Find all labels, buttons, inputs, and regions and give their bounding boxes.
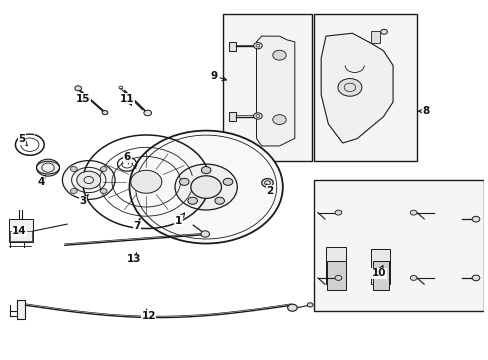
Bar — [228, 42, 235, 51]
Circle shape — [380, 29, 386, 34]
Circle shape — [62, 161, 115, 199]
Circle shape — [75, 86, 81, 91]
Text: 1: 1 — [175, 213, 184, 226]
Circle shape — [287, 304, 297, 311]
Bar — [371, 248, 389, 284]
Circle shape — [190, 176, 221, 198]
Circle shape — [253, 42, 262, 49]
Circle shape — [37, 159, 60, 176]
Text: 8: 8 — [418, 106, 429, 116]
Circle shape — [179, 178, 189, 185]
Circle shape — [471, 216, 479, 222]
Bar — [313, 180, 483, 311]
Circle shape — [201, 167, 210, 174]
Bar — [9, 219, 33, 242]
Text: 14: 14 — [12, 226, 27, 236]
Circle shape — [337, 78, 361, 96]
Polygon shape — [256, 36, 294, 146]
Circle shape — [187, 197, 197, 204]
Text: 2: 2 — [265, 184, 273, 195]
Text: 12: 12 — [141, 309, 156, 321]
Text: 3: 3 — [79, 195, 88, 206]
Bar — [372, 261, 388, 290]
Polygon shape — [321, 33, 392, 143]
Circle shape — [306, 303, 312, 307]
Circle shape — [272, 50, 285, 60]
Circle shape — [100, 189, 107, 193]
Circle shape — [471, 275, 479, 281]
Text: 5: 5 — [18, 134, 27, 146]
Circle shape — [77, 171, 101, 189]
Bar — [370, 31, 380, 44]
Circle shape — [409, 275, 416, 280]
Bar — [327, 261, 345, 290]
Bar — [325, 247, 346, 284]
Bar — [228, 112, 235, 121]
Circle shape — [214, 197, 224, 204]
Circle shape — [253, 113, 262, 119]
Circle shape — [143, 110, 151, 116]
Circle shape — [175, 164, 237, 210]
Circle shape — [70, 189, 77, 193]
Text: 10: 10 — [371, 266, 385, 279]
Circle shape — [130, 170, 162, 193]
Bar — [223, 14, 311, 161]
Circle shape — [129, 131, 282, 243]
Circle shape — [272, 115, 285, 125]
Text: 4: 4 — [38, 175, 45, 187]
Circle shape — [261, 179, 273, 187]
Bar — [17, 300, 25, 319]
Text: 7: 7 — [133, 219, 141, 231]
Circle shape — [70, 167, 77, 171]
Text: 6: 6 — [123, 152, 131, 164]
Circle shape — [409, 210, 416, 215]
Text: 13: 13 — [127, 252, 142, 264]
Circle shape — [334, 210, 341, 215]
Circle shape — [100, 167, 107, 171]
Circle shape — [223, 178, 232, 185]
Bar — [10, 231, 32, 241]
Text: 11: 11 — [120, 94, 134, 105]
Text: 9: 9 — [210, 71, 226, 81]
Circle shape — [102, 111, 108, 115]
Text: 15: 15 — [76, 94, 90, 104]
Bar — [313, 14, 416, 161]
Circle shape — [201, 231, 209, 237]
Circle shape — [334, 275, 341, 280]
